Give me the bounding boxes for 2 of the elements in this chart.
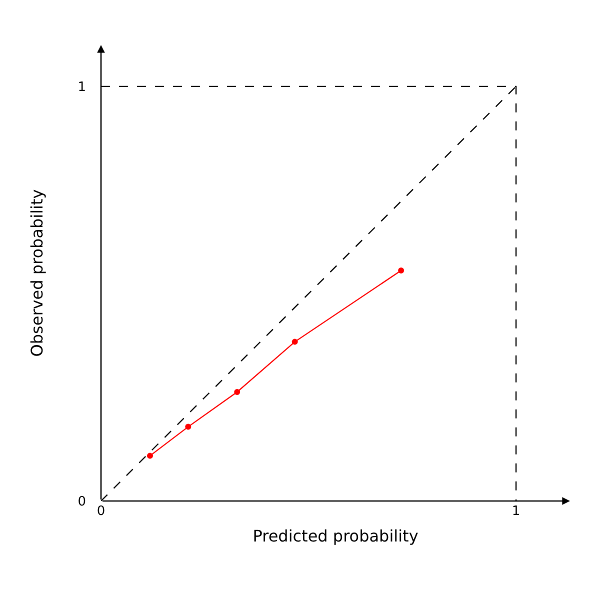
x-axis-title: Predicted probability [252,526,418,546]
y-axis-title: Observed probability [28,189,47,357]
